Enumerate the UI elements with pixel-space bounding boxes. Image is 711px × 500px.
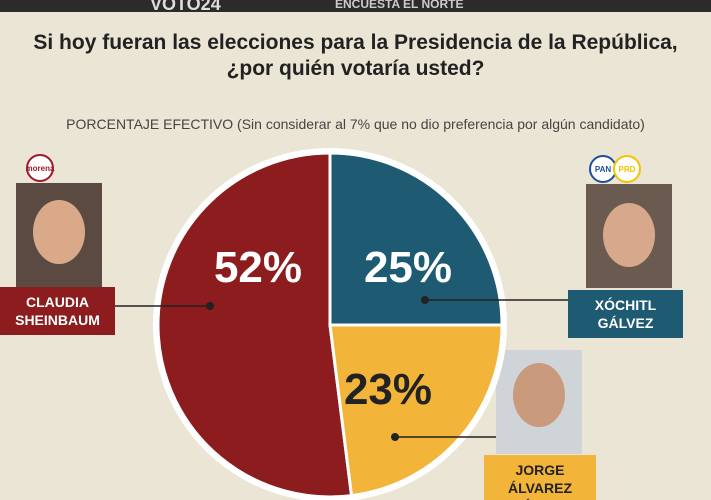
chart-title: Si hoy fueran las elecciones para la Pre… [0,30,711,82]
candidate-name: XÓCHITL GÁLVEZ [568,290,683,338]
pie-slice [328,151,504,327]
title-line: Si hoy fueran las elecciones para la Pre… [33,31,678,54]
brand: VOTO24 [150,0,221,14]
candidate-name: JORGE ÁLVAREZ MÁYNEZ [484,455,596,500]
party-logo-label: PAN [595,165,612,174]
photo-face [603,203,655,267]
party-logo-label: PRD [619,165,636,174]
leader-dot [421,296,429,304]
candidate-name: CLAUDIA SHEINBAUM [0,287,115,335]
header-bar [0,0,711,12]
source: ENCUESTA EL NORTE [335,0,464,11]
title-line: ¿por quién votaría usted? [226,57,485,80]
party-logo-label: morena [26,164,55,173]
value-label: 23% [344,365,432,414]
photo-face [513,363,565,427]
leader-dot [391,433,399,441]
pie-slice [328,323,504,498]
chart-subtitle: PORCENTAJE EFECTIVO (Sin considerar al 7… [66,116,645,132]
party-logo [613,155,641,183]
photo-face [33,200,85,264]
value-label: 25% [364,243,452,292]
pie-slice [156,151,354,499]
value-label: 52% [214,243,302,292]
leader-dot [206,302,214,310]
party-logo [26,154,54,182]
